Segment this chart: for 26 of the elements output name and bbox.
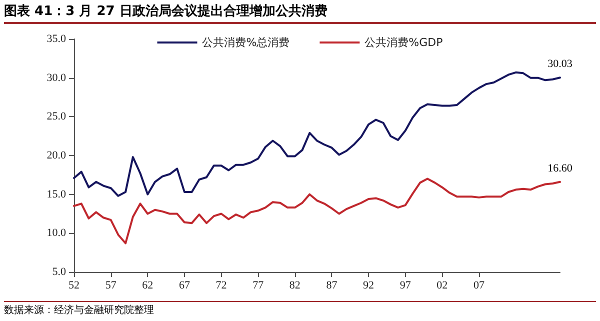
x-tick-label: 97 xyxy=(400,280,412,292)
y-tick-label: 10.0 xyxy=(46,227,66,240)
chart-title: 图表 41：3 月 27 日政治局会议提出合理增加公共消费 xyxy=(4,2,596,24)
line-series xyxy=(73,178,561,244)
y-tick-label: 35.0 xyxy=(46,33,66,45)
source-note: 数据来源：经济与金融研究院整理 xyxy=(4,301,596,320)
y-tick-label: 5.0 xyxy=(52,266,66,278)
x-tick-label: 57 xyxy=(105,280,117,292)
x-tick-label: 92 xyxy=(363,280,374,292)
x-tick-label: 77 xyxy=(252,280,264,292)
legend-label: 公共消费%总消费 xyxy=(202,36,290,49)
x-tick-label: 02 xyxy=(436,280,448,292)
data-label: 16.60 xyxy=(548,162,573,174)
x-tick-label: 07 xyxy=(474,280,485,292)
data-label: 30.03 xyxy=(548,58,573,70)
x-tick-label: 72 xyxy=(216,280,227,292)
x-tick-label: 52 xyxy=(68,280,80,292)
y-tick-label: 15.0 xyxy=(46,188,66,200)
x-tick-label: 62 xyxy=(142,280,154,292)
x-tick-label: 82 xyxy=(289,280,300,292)
y-tick-label: 20.0 xyxy=(46,150,66,162)
legend-label: 公共消费%GDP xyxy=(364,36,444,49)
y-tick-label: 30.0 xyxy=(46,72,66,84)
x-tick-label: 87 xyxy=(326,280,338,292)
y-tick-label: 25.0 xyxy=(46,110,66,123)
x-tick-label: 67 xyxy=(178,280,190,292)
